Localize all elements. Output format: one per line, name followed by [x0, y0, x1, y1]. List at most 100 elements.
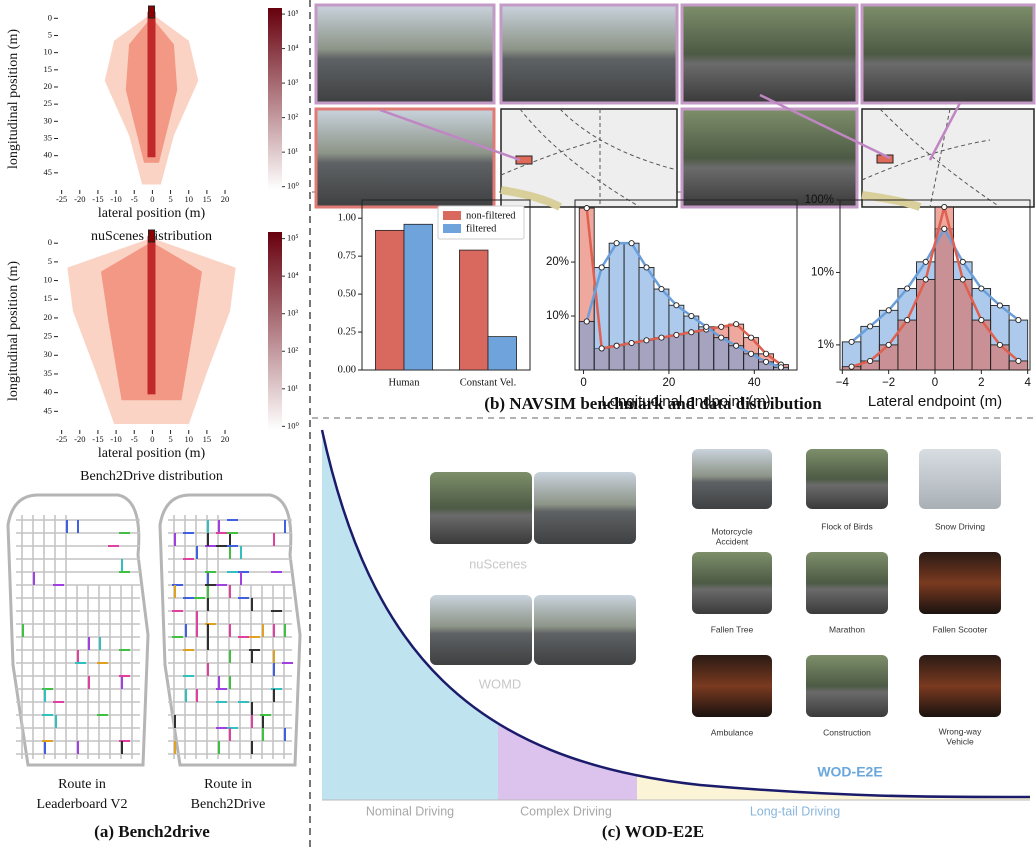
- marker: [659, 335, 664, 340]
- hist-bar: [639, 267, 654, 370]
- y-tick-label: 10%: [546, 310, 569, 322]
- x-tick-label: 20: [663, 377, 676, 389]
- legend-swatch: [443, 224, 461, 233]
- marker: [997, 303, 1002, 308]
- y-tick-label: 40: [44, 387, 53, 397]
- marker: [886, 308, 891, 313]
- x-tick-label: 0: [150, 434, 154, 444]
- marker: [868, 324, 873, 329]
- y-tick-label: 35: [44, 132, 53, 142]
- ego-vehicle: [149, 230, 155, 242]
- x-tick-label: 2: [978, 377, 984, 389]
- y-tick-label: 1%: [817, 339, 834, 351]
- marker: [614, 343, 619, 348]
- marker: [868, 358, 873, 363]
- y-tick-label: 25: [44, 331, 53, 341]
- dataset-label: nuScenes: [469, 556, 527, 571]
- marker: [689, 313, 694, 318]
- marker: [979, 317, 984, 322]
- x-axis-label: Lateral endpoint (m): [868, 393, 1002, 410]
- colorbar-tick-label: 10⁴: [287, 43, 299, 53]
- chart: 0.000.250.500.751.00HumanConstant Vel.no…: [338, 200, 530, 388]
- marker: [763, 351, 768, 356]
- x-tick-label: 0: [150, 194, 154, 204]
- colorbar-tick-label: 10³: [287, 308, 299, 318]
- x-tick-label: Human: [389, 377, 421, 388]
- marker: [719, 324, 724, 329]
- scenario-label: Construction: [823, 727, 871, 737]
- marker: [749, 351, 754, 356]
- y-tick-label: 10%: [811, 266, 834, 278]
- y-tick-label: 15: [44, 64, 53, 74]
- hist-bar: [714, 338, 729, 370]
- scenario-label: Fallen Scooter: [933, 624, 988, 634]
- bar: [459, 250, 488, 370]
- bar: [488, 337, 517, 370]
- y-tick-label: 0.50: [338, 289, 356, 300]
- dataset-label: WOD-E2E: [817, 764, 882, 780]
- x-tick-label: -25: [56, 434, 67, 444]
- y-tick-label: 0: [48, 12, 52, 22]
- scenario-label: Flock of Birds: [821, 521, 873, 531]
- marker: [997, 342, 1002, 347]
- marker: [644, 265, 649, 270]
- route-label: Route in: [58, 777, 106, 792]
- legend-label: filtered: [466, 223, 497, 234]
- x-tick-label: -20: [74, 434, 85, 444]
- x-tick-label: −4: [836, 377, 850, 389]
- scenario-label: Motorcycle: [711, 526, 752, 536]
- y-tick-label: 0.25: [338, 326, 356, 337]
- marker: [629, 340, 634, 345]
- y-tick-label: 0: [48, 237, 52, 247]
- chart: 10⁰10¹10²10³10⁴10⁵051015202530354045-25-…: [6, 6, 299, 244]
- x-tick-label: 40: [748, 377, 761, 389]
- hist-bar: [991, 345, 1010, 370]
- marker: [849, 339, 854, 344]
- colorbar-tick-label: 10²: [287, 112, 299, 122]
- colorbar-tick-label: 10⁵: [287, 233, 299, 243]
- route-label: Route in: [204, 777, 252, 792]
- scenario-label: Marathon: [829, 624, 865, 634]
- marker: [614, 241, 619, 246]
- x-tick-label: 15: [203, 194, 212, 204]
- navsim-images: [316, 5, 1034, 207]
- marker: [629, 241, 634, 246]
- colorbar-tick-label: 10⁴: [287, 270, 299, 280]
- y-tick-label: 45: [44, 405, 53, 415]
- ego-vehicle: [149, 6, 155, 18]
- caption: (a) Bench2drive: [94, 822, 210, 841]
- y-tick-label: 35: [44, 368, 53, 378]
- y-tick-label: 5: [48, 256, 52, 266]
- scenario-label: Wrong-way: [939, 726, 983, 736]
- x-tick-label: -10: [110, 194, 121, 204]
- marker: [1016, 317, 1021, 322]
- marker: [1016, 358, 1021, 363]
- hist-bar: [684, 316, 699, 370]
- y-tick-label: 45: [44, 167, 53, 177]
- hist-bar: [624, 243, 639, 370]
- legend-label: non-filtered: [466, 210, 516, 221]
- y-tick-label: 20: [44, 312, 53, 322]
- marker: [584, 205, 589, 210]
- hist-bar: [609, 243, 624, 370]
- hist-bar: [879, 345, 898, 370]
- y-tick-label: 10: [44, 47, 53, 57]
- dataset-label: WOMD: [479, 676, 522, 691]
- x-axis-label: Longitudinal endpoint (m): [601, 393, 770, 410]
- region-label: Long-tail Driving: [750, 804, 840, 818]
- x-tick-label: 0: [932, 377, 938, 389]
- marker: [960, 259, 965, 264]
- marker: [674, 332, 679, 337]
- y-tick-label: 40: [44, 150, 53, 160]
- colorbar-tick-label: 10¹: [287, 383, 299, 393]
- x-tick-label: -20: [74, 194, 85, 204]
- x-axis-label: lateral position (m): [98, 446, 206, 461]
- route-map: [8, 495, 148, 765]
- y-axis-label: longitudinal position (m): [6, 29, 21, 169]
- marker: [763, 359, 768, 364]
- colorbar-tick-label: 10¹: [287, 146, 299, 156]
- chart: 1%10%100%−4−2024Lateral endpoint (m): [805, 194, 1032, 410]
- marker: [674, 303, 679, 308]
- scenario-label: Accident: [716, 536, 749, 546]
- x-tick-label: 0: [580, 377, 586, 389]
